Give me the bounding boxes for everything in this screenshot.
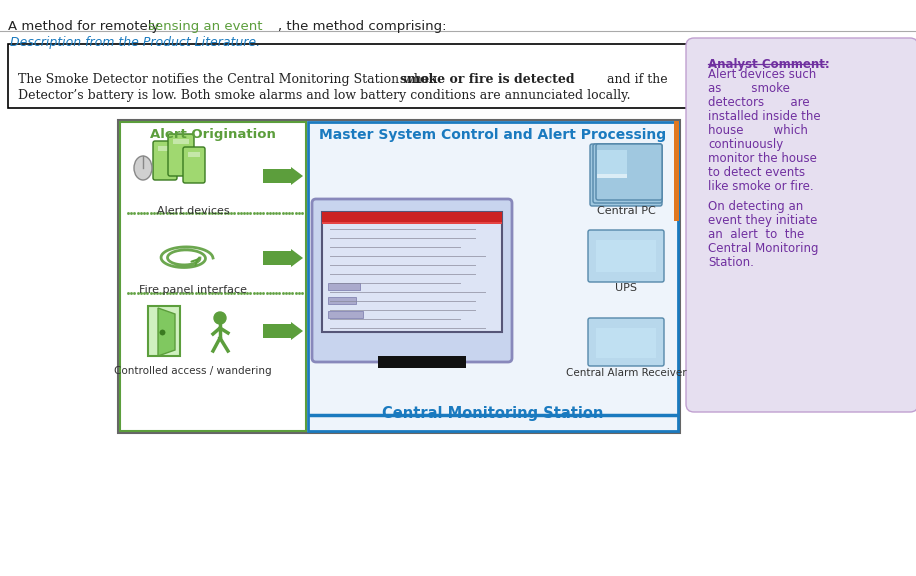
- Text: as        smoke: as smoke: [708, 82, 790, 95]
- Text: detectors       are: detectors are: [708, 96, 810, 109]
- FancyBboxPatch shape: [593, 144, 662, 203]
- Text: Description from the Product Literature.: Description from the Product Literature.: [10, 36, 260, 49]
- FancyBboxPatch shape: [312, 199, 512, 362]
- Bar: [328, 311, 363, 318]
- FancyBboxPatch shape: [8, 44, 901, 108]
- Text: Controlled access / wandering: Controlled access / wandering: [114, 366, 272, 376]
- Text: UPS: UPS: [615, 283, 637, 293]
- Bar: [328, 297, 356, 304]
- Bar: [597, 174, 627, 178]
- Text: an  alert  to  the: an alert to the: [708, 228, 804, 241]
- Text: monitor the house: monitor the house: [708, 152, 817, 165]
- FancyArrow shape: [263, 322, 303, 340]
- Text: Central Alarm Receiver: Central Alarm Receiver: [566, 368, 686, 378]
- Ellipse shape: [134, 156, 152, 180]
- Text: Central Monitoring: Central Monitoring: [708, 242, 819, 255]
- Text: Detector’s battery is low. Both smoke alarms and low battery conditions are annu: Detector’s battery is low. Both smoke al…: [18, 89, 630, 102]
- Bar: [596, 240, 656, 272]
- Circle shape: [214, 312, 226, 324]
- Text: Master System Control and Alert Processing: Master System Control and Alert Processi…: [320, 128, 667, 142]
- Text: Analyst Comment:: Analyst Comment:: [708, 58, 830, 71]
- FancyArrow shape: [263, 249, 303, 267]
- Bar: [173, 139, 189, 144]
- Bar: [322, 212, 502, 224]
- FancyBboxPatch shape: [118, 120, 680, 433]
- Text: installed inside the: installed inside the: [708, 110, 821, 123]
- Bar: [378, 356, 466, 368]
- FancyBboxPatch shape: [588, 230, 664, 282]
- Text: like smoke or fire.: like smoke or fire.: [708, 180, 813, 193]
- FancyBboxPatch shape: [686, 38, 916, 412]
- Text: continuously: continuously: [708, 138, 783, 151]
- FancyBboxPatch shape: [183, 147, 205, 183]
- FancyBboxPatch shape: [168, 134, 194, 176]
- Bar: [188, 152, 200, 157]
- FancyBboxPatch shape: [596, 144, 662, 200]
- Text: On detecting an: On detecting an: [708, 200, 803, 213]
- Bar: [158, 146, 172, 151]
- FancyBboxPatch shape: [148, 306, 180, 356]
- FancyBboxPatch shape: [590, 144, 662, 206]
- Text: Central Monitoring Station: Central Monitoring Station: [382, 406, 604, 421]
- Bar: [328, 283, 360, 290]
- Bar: [596, 328, 656, 358]
- Text: Alert devices such: Alert devices such: [708, 68, 816, 81]
- Text: to detect events: to detect events: [708, 166, 805, 179]
- Text: Central PC: Central PC: [596, 206, 655, 216]
- FancyBboxPatch shape: [120, 122, 306, 431]
- Polygon shape: [158, 308, 175, 356]
- FancyBboxPatch shape: [588, 318, 664, 366]
- Text: house        which: house which: [708, 124, 808, 137]
- FancyBboxPatch shape: [153, 141, 177, 180]
- Text: , the method comprising:: , the method comprising:: [278, 20, 446, 33]
- FancyArrow shape: [263, 167, 303, 185]
- Text: Fire panel interface: Fire panel interface: [139, 285, 247, 295]
- Bar: [597, 150, 627, 178]
- FancyBboxPatch shape: [308, 122, 678, 431]
- Text: smoke or fire is detected: smoke or fire is detected: [400, 73, 574, 86]
- Text: sensing an event: sensing an event: [148, 20, 263, 33]
- Bar: [674, 121, 679, 221]
- Bar: [322, 222, 502, 224]
- Text: A method for remotely: A method for remotely: [8, 20, 164, 33]
- Text: event they initiate: event they initiate: [708, 214, 817, 227]
- Text: and if the: and if the: [603, 73, 668, 86]
- Text: Alert devices: Alert devices: [157, 206, 229, 216]
- Text: Station.: Station.: [708, 256, 754, 269]
- Text: Alert Origination: Alert Origination: [150, 128, 276, 141]
- FancyBboxPatch shape: [322, 212, 502, 332]
- Text: The Smoke Detector notifies the Central Monitoring Station when: The Smoke Detector notifies the Central …: [18, 73, 442, 86]
